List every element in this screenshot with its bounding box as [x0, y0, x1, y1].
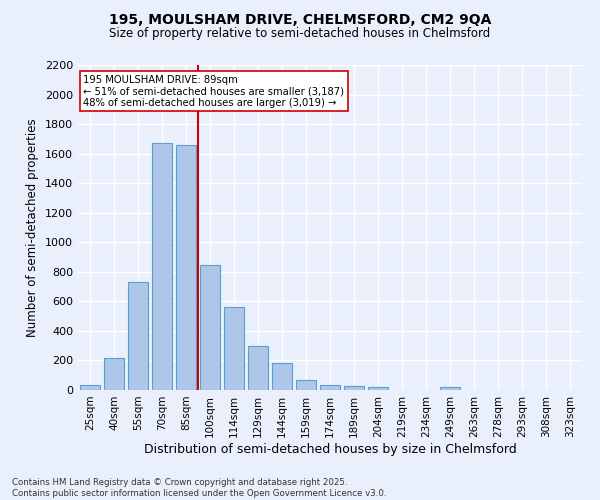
Bar — [368, 387, 388, 390]
Bar — [248, 346, 268, 390]
Bar — [320, 385, 340, 390]
Text: Size of property relative to semi-detached houses in Chelmsford: Size of property relative to semi-detach… — [109, 28, 491, 40]
Text: 195 MOULSHAM DRIVE: 89sqm
← 51% of semi-detached houses are smaller (3,187)
48% : 195 MOULSHAM DRIVE: 89sqm ← 51% of semi-… — [83, 74, 344, 108]
Bar — [176, 145, 196, 390]
Bar — [152, 144, 172, 390]
Bar — [200, 265, 220, 390]
Text: 195, MOULSHAM DRIVE, CHELMSFORD, CM2 9QA: 195, MOULSHAM DRIVE, CHELMSFORD, CM2 9QA — [109, 12, 491, 26]
Bar — [224, 308, 244, 390]
Bar — [104, 358, 124, 390]
Y-axis label: Number of semi-detached properties: Number of semi-detached properties — [26, 118, 40, 337]
Bar — [128, 282, 148, 390]
Bar — [344, 386, 364, 390]
Bar — [440, 387, 460, 390]
X-axis label: Distribution of semi-detached houses by size in Chelmsford: Distribution of semi-detached houses by … — [143, 442, 517, 456]
Bar — [296, 380, 316, 390]
Text: Contains HM Land Registry data © Crown copyright and database right 2025.
Contai: Contains HM Land Registry data © Crown c… — [12, 478, 386, 498]
Bar — [272, 364, 292, 390]
Bar — [80, 385, 100, 390]
